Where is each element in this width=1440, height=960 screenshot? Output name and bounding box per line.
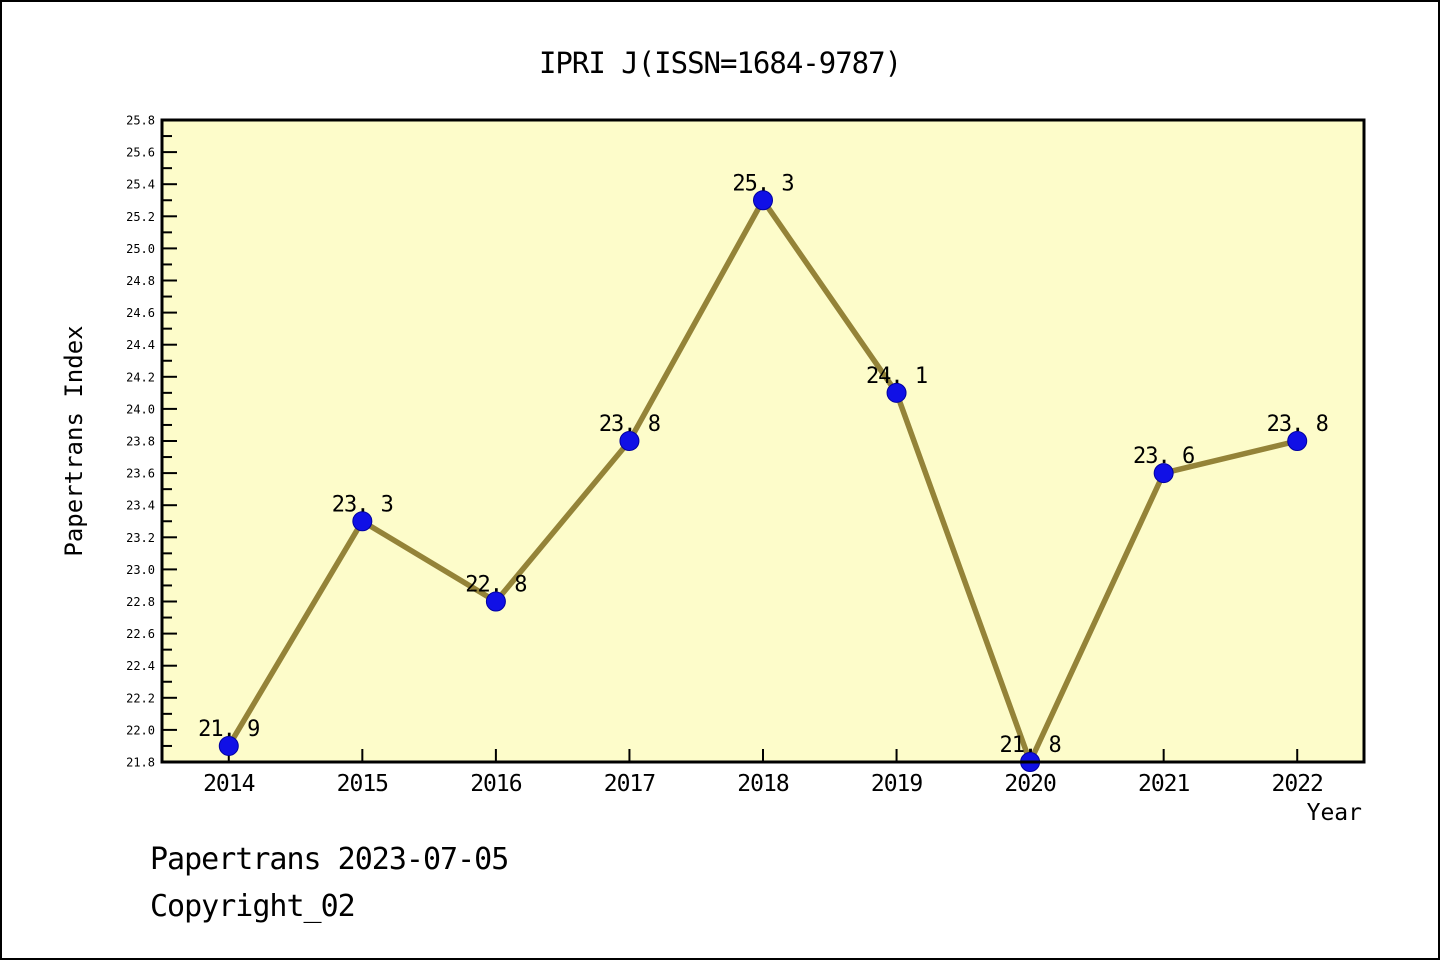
data-point-label: 25. 3 bbox=[732, 171, 793, 196]
plot-border bbox=[160, 118, 1366, 764]
y-tick-label: 25.2 bbox=[126, 210, 155, 224]
data-point-label: 21. 9 bbox=[198, 717, 259, 742]
y-tick-label: 22.4 bbox=[126, 659, 155, 673]
plot-area bbox=[162, 120, 1364, 762]
y-tick-label: 21.8 bbox=[126, 756, 155, 770]
y-tick-label: 24.4 bbox=[126, 338, 155, 352]
data-point-label: 24. 1 bbox=[866, 364, 927, 389]
x-axis-title: Year bbox=[1307, 800, 1362, 826]
y-tick-label: 24.2 bbox=[126, 370, 155, 384]
y-tick-label: 22.8 bbox=[126, 595, 155, 609]
y-tick-label: 24.8 bbox=[126, 274, 155, 288]
footer-source-date: Papertrans 2023-07-05 bbox=[150, 842, 509, 877]
y-tick-label: 22.6 bbox=[126, 627, 155, 641]
y-tick-label: 23.0 bbox=[126, 563, 155, 577]
x-tick-label: 2015 bbox=[337, 771, 388, 797]
y-axis-title: Papertrans Index bbox=[60, 325, 88, 556]
x-tick-label: 2022 bbox=[1272, 771, 1323, 797]
data-point-label: 23. 8 bbox=[1267, 412, 1328, 437]
data-point bbox=[218, 735, 239, 756]
data-point-label: 23. 6 bbox=[1133, 444, 1194, 469]
data-point bbox=[753, 190, 773, 211]
data-point-label: 21. 8 bbox=[999, 733, 1060, 758]
x-tick-label: 2019 bbox=[871, 771, 923, 797]
y-tick-label: 24.0 bbox=[126, 402, 155, 416]
data-point bbox=[485, 591, 506, 612]
data-point bbox=[1153, 463, 1174, 484]
x-tick-label: 2018 bbox=[737, 771, 789, 797]
y-tick-label: 25.6 bbox=[126, 146, 155, 160]
x-tick-label: 2014 bbox=[203, 771, 255, 797]
y-tick-label: 24.6 bbox=[126, 306, 155, 320]
data-point-label: 22. 8 bbox=[465, 573, 526, 598]
x-tick-label: 2020 bbox=[1004, 771, 1056, 797]
y-tick-label: 23.2 bbox=[126, 531, 155, 545]
data-point bbox=[619, 431, 640, 451]
data-point bbox=[352, 511, 373, 532]
data-point bbox=[1287, 431, 1308, 451]
data-point bbox=[886, 382, 907, 403]
data-point-label: 23. 3 bbox=[332, 492, 393, 517]
data-point-label: 23. 8 bbox=[599, 412, 660, 437]
y-tick-label: 23.6 bbox=[126, 467, 155, 481]
y-tick-label: 25.4 bbox=[126, 178, 155, 192]
x-tick-label: 2017 bbox=[604, 771, 656, 797]
x-tick-label: 2021 bbox=[1138, 771, 1190, 797]
y-tick-label: 22.2 bbox=[126, 691, 155, 705]
y-tick-label: 25.8 bbox=[126, 114, 155, 128]
y-tick-label: 22.0 bbox=[126, 723, 155, 737]
footer-copyright: Copyright_02 bbox=[150, 889, 356, 924]
x-tick-label: 2016 bbox=[470, 771, 522, 797]
chart-title: IPRI J(ISSN=1684-9787) bbox=[538, 46, 902, 80]
y-tick-label: 25.0 bbox=[126, 242, 155, 256]
y-tick-label: 23.8 bbox=[126, 435, 155, 449]
y-tick-label: 23.4 bbox=[126, 499, 155, 513]
